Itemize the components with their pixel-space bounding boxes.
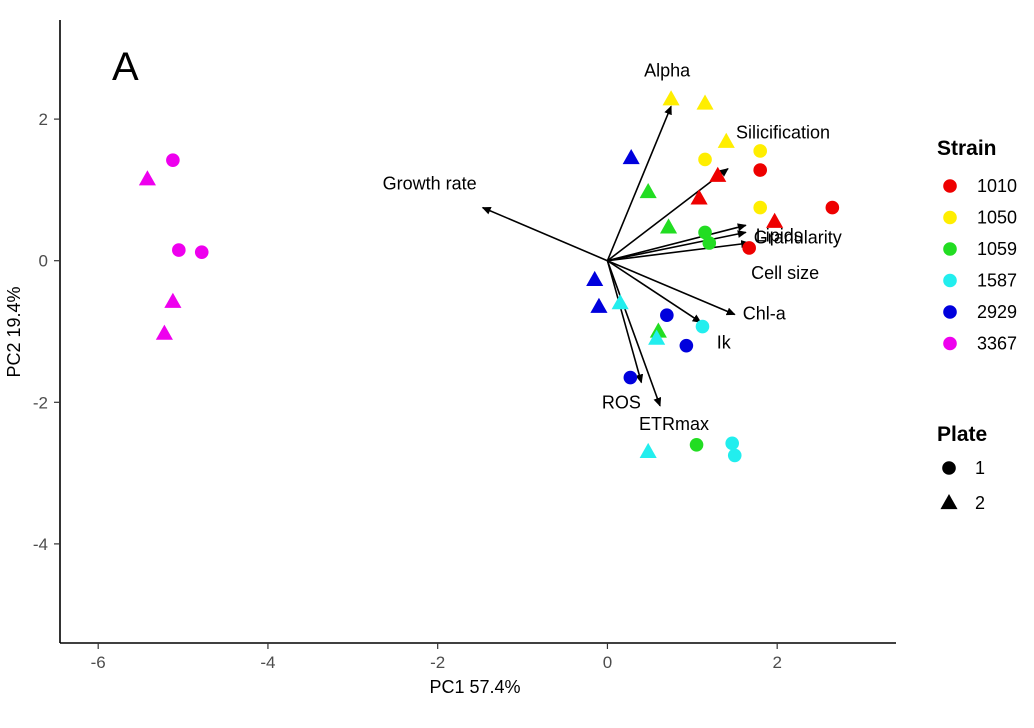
y-ticks-layer: -4 -2 0 2 bbox=[33, 110, 60, 554]
data-point-1010-plate1 bbox=[753, 163, 768, 177]
legend-key-strain-1587 bbox=[943, 273, 957, 288]
loading-label-etrmax: ETRmax bbox=[639, 414, 709, 434]
legend-key-strain-1050 bbox=[943, 210, 957, 225]
data-point-1587-plate2 bbox=[611, 294, 629, 310]
data-point-3367-plate1 bbox=[194, 245, 209, 260]
y-axis-title: PC2 19.4% bbox=[4, 286, 24, 377]
data-point-2929-plate2 bbox=[590, 297, 608, 313]
data-point-1010-plate1 bbox=[825, 200, 840, 215]
x-tick-label: -4 bbox=[260, 653, 275, 672]
loading-label-alpha: Alpha bbox=[644, 60, 691, 80]
x-tick-label: -2 bbox=[430, 653, 445, 672]
legend-key-strain-2929 bbox=[943, 305, 957, 319]
y-tick-label: -4 bbox=[33, 535, 48, 554]
data-point-1050-plate1 bbox=[698, 152, 712, 167]
legend-label-strain-1059: 1059 bbox=[977, 239, 1017, 259]
data-point-1587-plate1 bbox=[727, 448, 742, 463]
data-point-1010-plate2 bbox=[690, 189, 708, 205]
x-tick-label: 2 bbox=[772, 653, 781, 672]
plate-legend-title: Plate bbox=[937, 423, 987, 446]
legend-label-strain-1587: 1587 bbox=[977, 271, 1017, 291]
loading-arrow-ros bbox=[606, 260, 644, 384]
data-point-2929-plate1 bbox=[660, 308, 674, 323]
data-point-1010-plate1 bbox=[742, 241, 756, 255]
strain-legend: Strain 1010 1050 1059 1587 2929 3367 bbox=[937, 137, 1017, 354]
loading-arrow-growth-rate bbox=[481, 206, 608, 262]
data-points-layer bbox=[138, 90, 840, 463]
x-ticks-layer: -6 -4 -2 0 2 bbox=[91, 643, 782, 672]
data-point-2929-plate1 bbox=[623, 370, 638, 385]
data-point-1050-plate1 bbox=[753, 200, 768, 215]
plate-legend: Plate 1 2 bbox=[937, 423, 987, 513]
data-point-1059-plate1 bbox=[698, 225, 712, 240]
data-point-2929-plate2 bbox=[622, 149, 640, 165]
data-point-3367-plate1 bbox=[166, 153, 180, 167]
data-point-1587-plate2 bbox=[639, 442, 657, 458]
data-point-3367-plate1 bbox=[172, 243, 186, 257]
loading-label-granularity: Granularity bbox=[754, 227, 842, 247]
legend-key-strain-1059 bbox=[943, 242, 957, 256]
data-point-1059-plate2 bbox=[639, 183, 657, 199]
data-point-3367-plate2 bbox=[155, 324, 173, 340]
panel-label: A bbox=[112, 45, 139, 89]
loading-label-lipids: Lipids bbox=[756, 225, 803, 245]
data-point-3367-plate2 bbox=[164, 292, 182, 308]
data-point-1010-plate2 bbox=[766, 212, 784, 228]
legend-label-plate-1: 1 bbox=[975, 458, 985, 478]
strain-legend-title: Strain bbox=[937, 137, 997, 160]
loading-arrow-cell-size bbox=[607, 240, 751, 262]
legend-label-strain-3367: 3367 bbox=[977, 334, 1017, 354]
data-point-1059-plate1 bbox=[689, 437, 704, 452]
axes-layer bbox=[59, 20, 896, 644]
data-point-1050-plate2 bbox=[717, 132, 735, 148]
loading-arrow-alpha bbox=[606, 105, 672, 262]
data-point-1050-plate2 bbox=[696, 94, 714, 110]
legend-label-strain-1050: 1050 bbox=[977, 208, 1017, 228]
data-point-1050-plate2 bbox=[662, 90, 680, 106]
data-point-1010-plate2 bbox=[709, 166, 727, 182]
data-point-2929-plate2 bbox=[586, 270, 604, 286]
loading-arrow-etrmax bbox=[606, 260, 662, 407]
legend-key-plate-2 bbox=[940, 494, 958, 510]
loading-label-growth-rate: Growth rate bbox=[383, 174, 477, 194]
y-tick-label: 2 bbox=[39, 110, 48, 129]
loading-arrow-chl-a bbox=[607, 259, 736, 316]
data-point-1050-plate1 bbox=[753, 144, 768, 158]
loading-arrow-granularity bbox=[607, 230, 747, 262]
x-tick-label: -6 bbox=[91, 653, 106, 672]
legend-label-strain-2929: 2929 bbox=[977, 302, 1017, 322]
data-point-1059-plate2 bbox=[659, 218, 678, 234]
y-tick-label: 0 bbox=[39, 252, 48, 271]
x-tick-label: 0 bbox=[603, 653, 612, 672]
loading-arrows-layer bbox=[481, 105, 751, 407]
loading-label-chl-a: Chl-a bbox=[743, 304, 787, 324]
legend-label-plate-2: 2 bbox=[975, 493, 985, 513]
legend-label-strain-1010: 1010 bbox=[977, 176, 1017, 196]
loading-arrow-ik bbox=[606, 260, 702, 323]
data-point-1059-plate2 bbox=[649, 322, 667, 338]
data-point-2929-plate1 bbox=[679, 338, 694, 353]
data-point-3367-plate2 bbox=[138, 170, 156, 186]
loading-label-ik: Ik bbox=[717, 332, 732, 352]
data-point-1587-plate1 bbox=[695, 319, 710, 334]
loading-arrow-silicification bbox=[606, 168, 729, 262]
loading-label-silicification: Silicification bbox=[736, 123, 830, 143]
loading-arrow-lipids bbox=[607, 223, 747, 262]
legend-key-strain-1010 bbox=[943, 179, 957, 193]
x-axis-title: PC1 57.4% bbox=[429, 677, 520, 697]
loading-label-cell-size: Cell size bbox=[751, 263, 819, 283]
data-point-1587-plate1 bbox=[725, 436, 739, 451]
loading-label-ros: ROS bbox=[602, 392, 641, 412]
y-tick-label: -2 bbox=[33, 393, 48, 412]
legend-key-strain-3367 bbox=[943, 336, 957, 351]
loading-labels-layer: Alpha Silicification Growth rate LipidsGran… bbox=[383, 60, 842, 433]
data-point-1059-plate1 bbox=[702, 236, 717, 250]
data-point-1587-plate2 bbox=[648, 329, 666, 345]
legend-key-plate-1 bbox=[942, 461, 956, 475]
